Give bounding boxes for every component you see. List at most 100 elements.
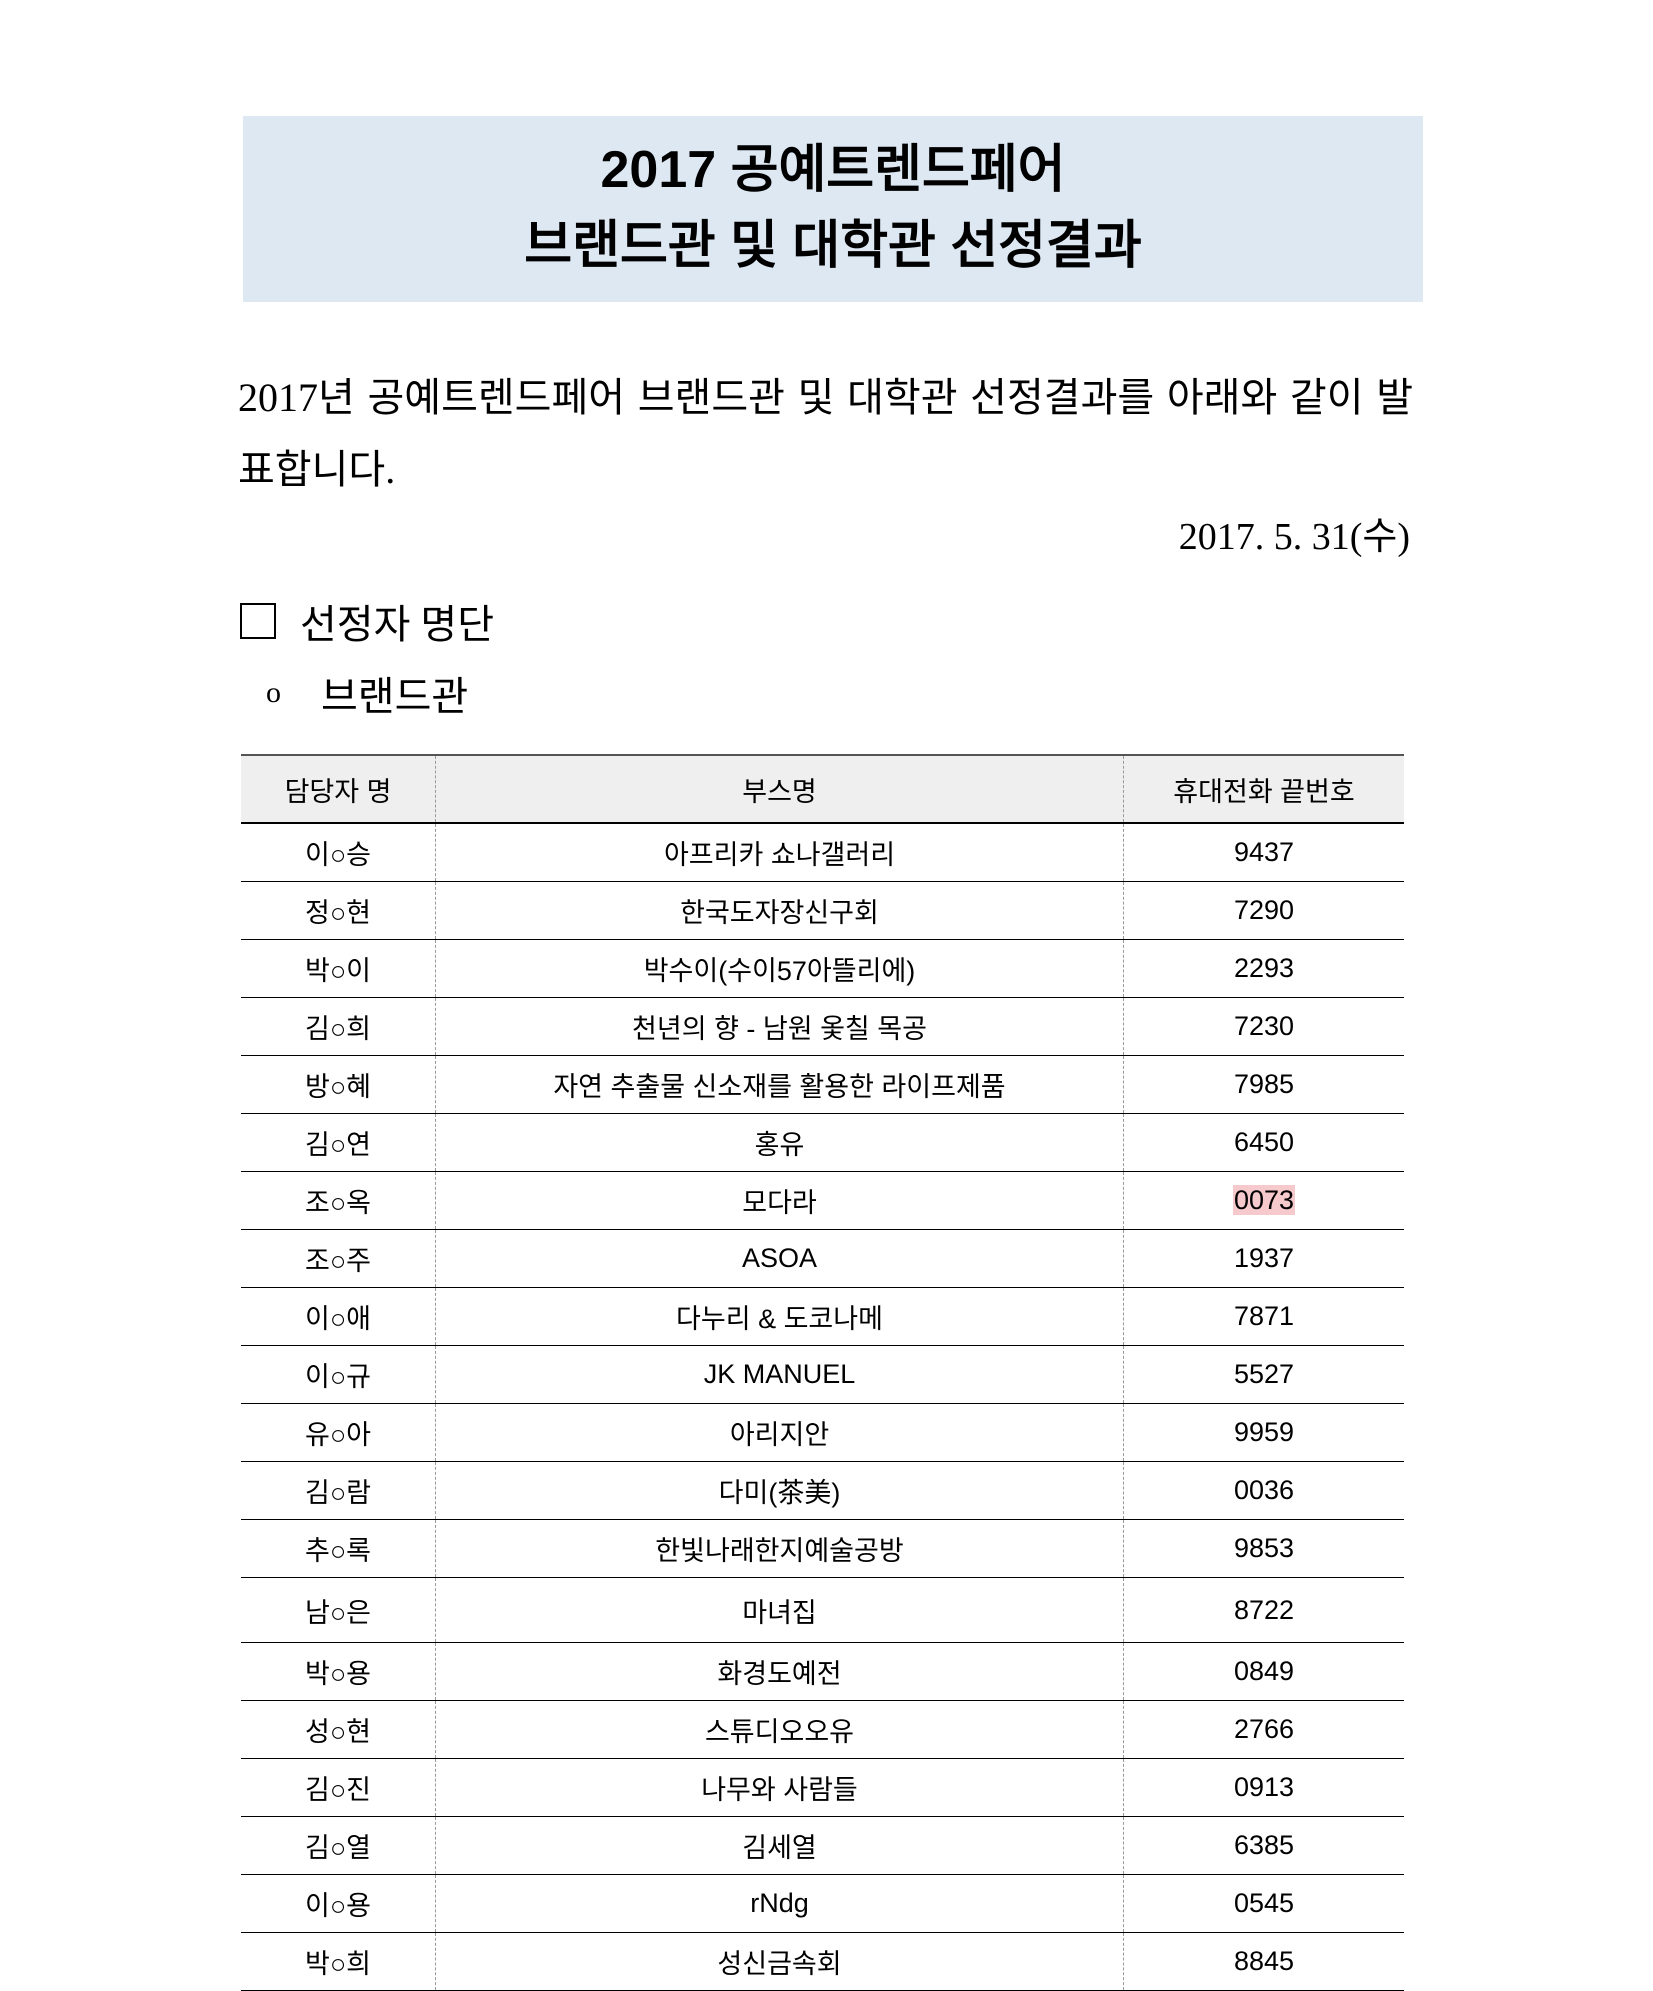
table-row: 이○승 아프리카 쇼나갤러리 9437 (241, 823, 1404, 882)
phone-suffix-text: 5527 (1233, 1359, 1295, 1389)
table-row: 김○희 천년의 향 - 남원 옻칠 목공 7230 (241, 997, 1404, 1056)
section-heading: 선정자 명단 (240, 592, 494, 650)
table-row: 박○희 성신금속회 8845 (241, 1932, 1404, 1991)
booth-name-cell: 한국도자장신구회 (435, 881, 1124, 940)
booth-name-text: 성신금속회 (717, 1949, 842, 1979)
booth-name-text: 한국도자장신구회 (680, 898, 879, 928)
manager-name-text: 정○현 (305, 898, 371, 928)
manager-name-text: 김○람 (305, 1478, 371, 1508)
table-row: 이○규 JK MANUEL 5527 (241, 1345, 1404, 1404)
manager-name-text: 김○연 (305, 1130, 371, 1160)
phone-suffix-text: 6450 (1233, 1127, 1295, 1157)
phone-suffix-text: 0036 (1233, 1475, 1295, 1505)
table-row: 김○연 홍유 6450 (241, 1113, 1404, 1172)
manager-name-cell: 정○현 (241, 881, 436, 940)
booth-name-cell: 성신금속회 (435, 1932, 1124, 1991)
manager-name-cell: 박○용 (241, 1642, 436, 1701)
table-row: 조○주 ASOA 1937 (241, 1229, 1404, 1288)
manager-name-text: 박○이 (305, 956, 371, 986)
square-bullet-icon (240, 603, 276, 639)
booth-name-text: 화경도예전 (717, 1659, 842, 1689)
phone-suffix-cell: 0849 (1123, 1642, 1404, 1701)
manager-name-cell: 김○진 (241, 1758, 436, 1817)
manager-name-cell: 김○연 (241, 1113, 436, 1172)
manager-name-text: 이○용 (305, 1891, 371, 1921)
manager-name-cell: 이○용 (241, 1874, 436, 1933)
table-row: 이○애 다누리 & 도코나메 7871 (241, 1287, 1404, 1346)
phone-suffix-text: 7290 (1233, 895, 1295, 925)
booth-name-cell: 홍유 (435, 1113, 1124, 1172)
booth-name-text: 나무와 사람들 (701, 1775, 858, 1805)
phone-suffix-text: 9959 (1233, 1417, 1295, 1447)
phone-suffix-text: 9853 (1233, 1533, 1295, 1563)
phone-suffix-cell: 2293 (1123, 939, 1404, 998)
manager-name-cell: 이○승 (241, 823, 436, 882)
phone-suffix-cell: 7871 (1123, 1287, 1404, 1346)
table-row: 김○진 나무와 사람들 0913 (241, 1758, 1404, 1817)
subsection-heading: o 브랜드관 (266, 664, 468, 722)
phone-suffix-cell: 6450 (1123, 1113, 1404, 1172)
manager-name-text: 방○혜 (305, 1072, 371, 1102)
subsection-heading-text: 브랜드관 (321, 674, 469, 719)
table-row: 유○아 아리지안 9959 (241, 1403, 1404, 1462)
phone-suffix-text: 8722 (1233, 1594, 1295, 1625)
booth-name-cell: 천년의 향 - 남원 옻칠 목공 (435, 997, 1124, 1056)
booth-name-text: ASOA (741, 1243, 818, 1273)
booth-name-text: 다미(茶美) (718, 1478, 841, 1508)
manager-name-cell: 이○규 (241, 1345, 436, 1404)
booth-name-cell: 아리지안 (435, 1403, 1124, 1462)
booth-name-cell: 박수이(수이57아뜰리에) (435, 939, 1124, 998)
phone-suffix-cell: 9853 (1123, 1519, 1404, 1578)
phone-suffix-text: 7871 (1233, 1301, 1295, 1331)
booth-name-text: 다누리 & 도코나메 (676, 1304, 883, 1334)
table-row: 박○이 박수이(수이57아뜰리에) 2293 (241, 939, 1404, 998)
title-banner: 2017 공예트렌드페어 브랜드관 및 대학관 선정결과 (243, 116, 1423, 302)
booth-name-text: 박수이(수이57아뜰리에) (643, 956, 916, 986)
phone-suffix-cell: 8722 (1123, 1577, 1404, 1643)
circle-bullet-icon: o (266, 676, 281, 709)
table-row: 추○록 한빛나래한지예술공방 9853 (241, 1519, 1404, 1578)
booth-name-cell: rNdg (435, 1874, 1124, 1933)
booth-name-cell: 모다라 (435, 1171, 1124, 1230)
booth-name-text: 김세열 (742, 1833, 817, 1863)
manager-name-text: 성○현 (305, 1717, 371, 1747)
manager-name-text: 이○승 (305, 840, 371, 870)
manager-name-text: 추○록 (305, 1536, 371, 1566)
booth-name-text: 마녀집 (742, 1597, 817, 1628)
phone-suffix-cell: 0036 (1123, 1461, 1404, 1520)
booth-name-cell: 김세열 (435, 1816, 1124, 1875)
manager-name-cell: 박○희 (241, 1932, 436, 1991)
booth-name-cell: 아프리카 쇼나갤러리 (435, 823, 1124, 882)
phone-suffix-text: 6385 (1233, 1830, 1295, 1860)
phone-suffix-cell: 9959 (1123, 1403, 1404, 1462)
announcement-date: 2017. 5. 31(수) (1178, 516, 1410, 558)
phone-suffix-text: 1937 (1233, 1243, 1295, 1273)
phone-suffix-text: 0913 (1233, 1772, 1295, 1802)
phone-suffix-text: 0849 (1233, 1656, 1295, 1686)
selection-table: 담당자 명 부스명 휴대전화 끝번호 이○승 아프리카 쇼나갤러리 9437 정○현 한… (241, 754, 1404, 1991)
booth-name-cell: JK MANUEL (435, 1345, 1124, 1404)
manager-name-cell: 김○희 (241, 997, 436, 1056)
booth-name-text: 자연 추출물 신소재를 활용한 라이프제품 (553, 1072, 1006, 1102)
phone-suffix-cell: 0913 (1123, 1758, 1404, 1817)
manager-name-text: 김○열 (305, 1833, 371, 1863)
manager-name-text: 김○희 (305, 1014, 371, 1044)
manager-name-text: 이○규 (305, 1362, 371, 1392)
title-line-1: 2017 공예트렌드페어 (600, 141, 1066, 199)
section-heading-text: 선정자 명단 (300, 602, 494, 647)
manager-name-cell: 박○이 (241, 939, 436, 998)
booth-name-cell: 마녀집 (435, 1577, 1124, 1643)
table-row: 방○혜 자연 추출물 신소재를 활용한 라이프제품 7985 (241, 1055, 1404, 1114)
booth-name-cell: 스튜디오오유 (435, 1700, 1124, 1759)
phone-suffix-text: 2766 (1233, 1714, 1295, 1744)
header-booth-name: 부스명 (435, 754, 1124, 824)
phone-suffix-text: 2293 (1233, 953, 1295, 983)
phone-suffix-cell: 0545 (1123, 1874, 1404, 1933)
table-row: 정○현 한국도자장신구회 7290 (241, 881, 1404, 940)
manager-name-cell: 이○애 (241, 1287, 436, 1346)
phone-suffix-cell: 5527 (1123, 1345, 1404, 1404)
phone-suffix-cell: 8845 (1123, 1932, 1404, 1991)
booth-name-text: 모다라 (742, 1188, 817, 1218)
manager-name-cell: 성○현 (241, 1700, 436, 1759)
manager-name-text: 박○희 (305, 1949, 371, 1979)
